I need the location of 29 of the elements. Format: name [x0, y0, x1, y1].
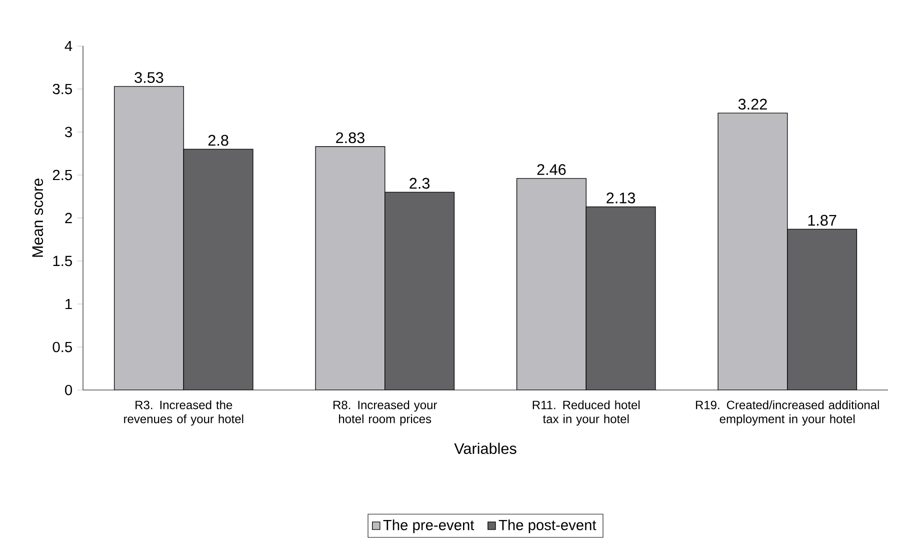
y-tick-label: 3	[65, 126, 72, 138]
x-axis-title: Variables	[454, 442, 516, 454]
bar	[787, 228, 858, 390]
data-label: 2.13	[606, 192, 636, 204]
x-tick-label: R8. Increased your hotel room prices	[334, 400, 438, 426]
data-label: 3.53	[134, 72, 164, 83]
data-label: 3.22	[738, 98, 767, 110]
x-tick-label: R11. Reduced hotel tax in your hotel	[532, 400, 640, 426]
data-label: 1.87	[808, 214, 836, 226]
y-tick-label: 3.5	[52, 84, 72, 94]
bar	[586, 206, 656, 390]
bar	[183, 148, 254, 390]
y-tick-label: 4	[64, 40, 72, 52]
data-label: 2.3	[410, 178, 430, 189]
y-tick-label: 1.5	[53, 256, 72, 266]
y-tick-label: 2	[65, 212, 72, 224]
bar	[384, 192, 455, 390]
x-tick-label: R3. Increased the revenues of your hotel	[124, 400, 244, 426]
y-tick-label: 2.5	[52, 170, 72, 180]
legend-label: The pre-event	[383, 519, 474, 534]
data-label: 2.46	[537, 164, 566, 175]
y-tick-label: 1	[66, 298, 72, 310]
y-tick-label: 0	[65, 384, 72, 396]
x-tick-label: R19. Created/increased additional employment in your hotel	[696, 400, 879, 426]
y-axis-title: Mean score	[32, 178, 44, 257]
data-label: 2.83	[336, 132, 364, 144]
y-tick-label: 0.5	[52, 342, 72, 352]
data-label: 2.8	[208, 134, 228, 146]
legend-label: The post-event	[498, 519, 596, 534]
